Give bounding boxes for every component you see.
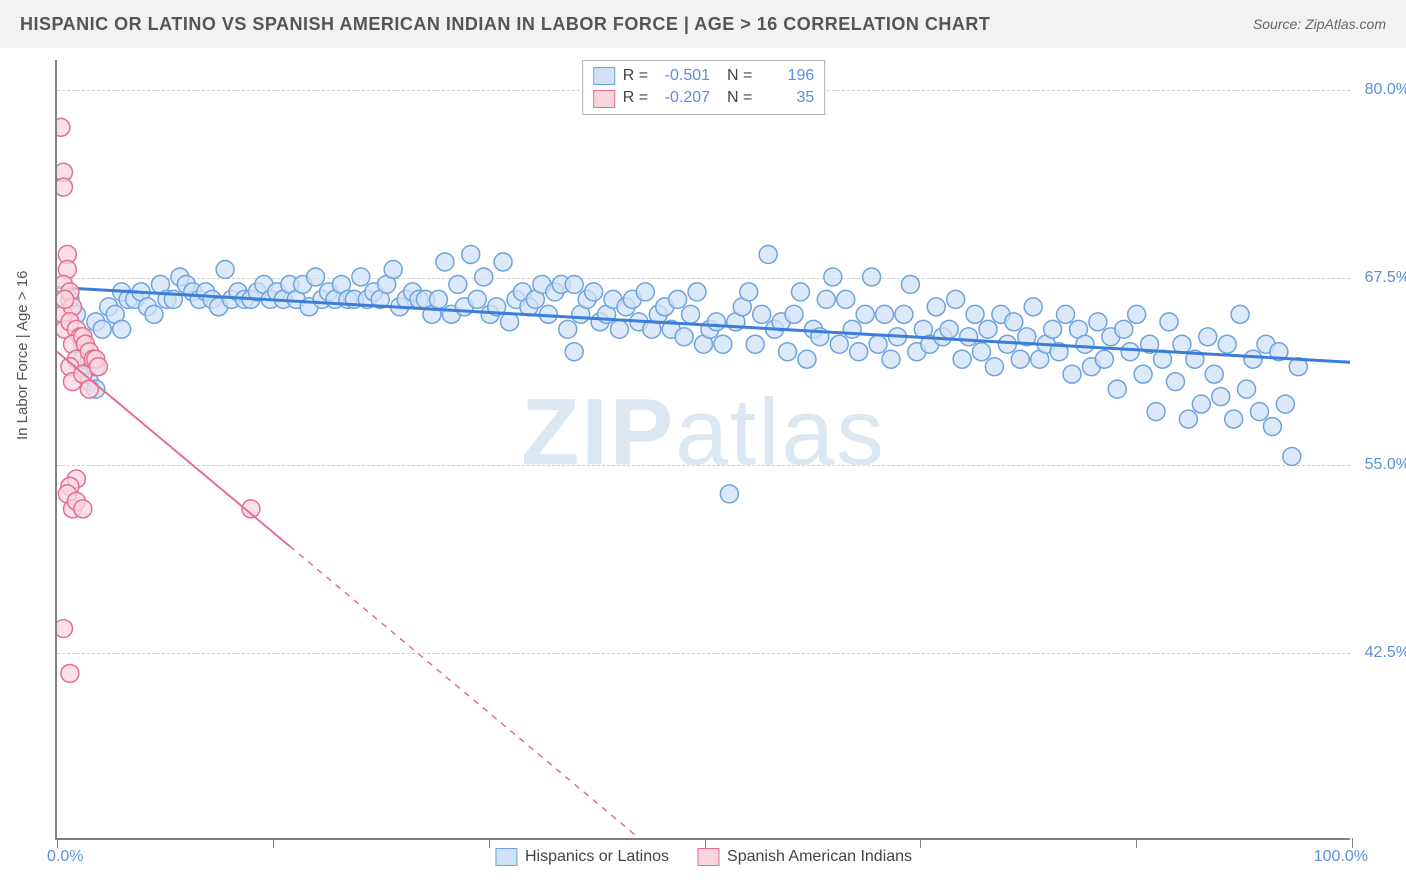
chart-header: HISPANIC OR LATINO VS SPANISH AMERICAN I… — [0, 0, 1406, 48]
legend-swatch-0 — [593, 67, 615, 85]
n-value-0: 196 — [760, 65, 814, 87]
x-axis-min-label: 0.0% — [47, 848, 83, 866]
legend-swatch-1b — [697, 848, 719, 866]
r-label: R = — [623, 87, 648, 109]
n-label: N = — [718, 65, 752, 87]
legend-swatch-1 — [593, 90, 615, 108]
legend-row-series-1: R = -0.207 N = 35 — [593, 87, 815, 109]
n-label: N = — [718, 87, 752, 109]
plot-area: ZIPatlas 42.5%55.0%67.5%80.0% 0.0% 100.0… — [55, 60, 1350, 840]
r-value-1: -0.207 — [656, 87, 710, 109]
n-value-1: 35 — [760, 87, 814, 109]
r-label: R = — [623, 65, 648, 87]
scatter-svg — [57, 60, 1350, 838]
series-legend: Hispanics or Latinos Spanish American In… — [495, 848, 912, 866]
y-axis-label: In Labor Force | Age > 16 — [14, 271, 31, 440]
legend-item-0: Hispanics or Latinos — [495, 848, 669, 866]
chart-title: HISPANIC OR LATINO VS SPANISH AMERICAN I… — [20, 14, 990, 35]
r-value-0: -0.501 — [656, 65, 710, 87]
legend-item-1: Spanish American Indians — [697, 848, 912, 866]
source-attribution: Source: ZipAtlas.com — [1253, 16, 1386, 32]
correlation-legend: R = -0.501 N = 196 R = -0.207 N = 35 — [582, 60, 826, 115]
legend-swatch-0b — [495, 848, 517, 866]
x-axis-max-label: 100.0% — [1314, 848, 1368, 866]
legend-label-0: Hispanics or Latinos — [525, 848, 669, 866]
legend-row-series-0: R = -0.501 N = 196 — [593, 65, 815, 87]
legend-label-1: Spanish American Indians — [727, 848, 912, 866]
